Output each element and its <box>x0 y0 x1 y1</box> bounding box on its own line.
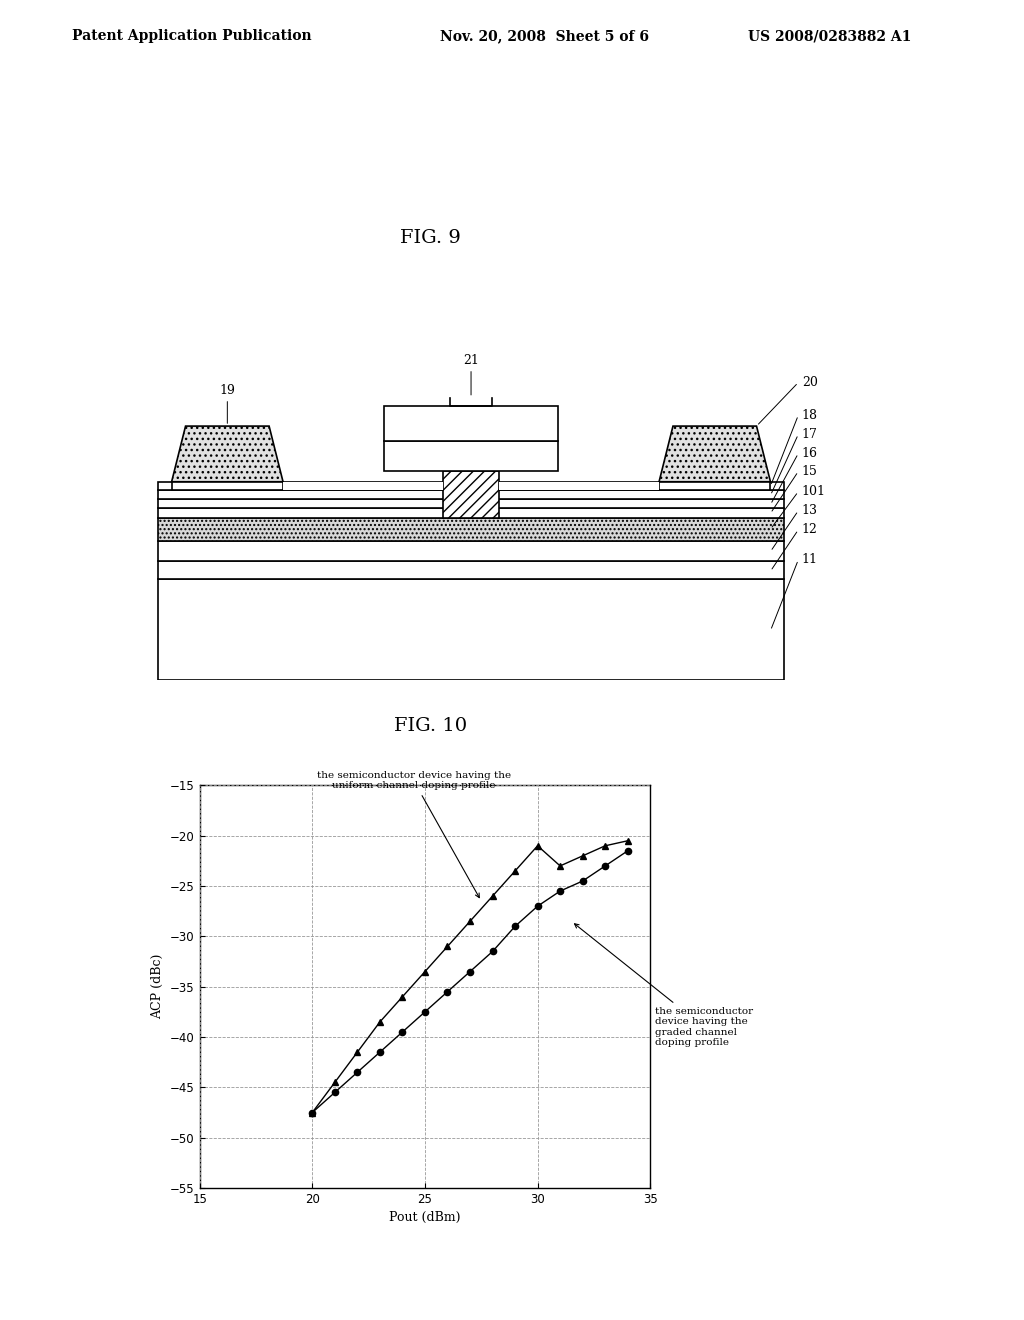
Bar <box>172 482 283 490</box>
Y-axis label: ACP (dBc): ACP (dBc) <box>152 954 165 1019</box>
Bar <box>384 407 558 441</box>
Text: Patent Application Publication: Patent Application Publication <box>72 29 311 44</box>
Text: 20: 20 <box>802 376 818 389</box>
Bar <box>659 482 770 490</box>
Bar <box>158 490 784 499</box>
Text: 17: 17 <box>802 428 818 441</box>
Text: FIG. 10: FIG. 10 <box>393 717 467 735</box>
Text: the semiconductor
device having the
graded channel
doping profile: the semiconductor device having the grad… <box>574 924 753 1047</box>
Polygon shape <box>659 426 770 482</box>
Bar <box>158 541 784 561</box>
Text: Nov. 20, 2008  Sheet 5 of 6: Nov. 20, 2008 Sheet 5 of 6 <box>440 29 649 44</box>
Text: 101: 101 <box>802 484 825 498</box>
Bar <box>158 482 784 490</box>
Bar <box>158 499 784 508</box>
Text: 11: 11 <box>802 553 818 566</box>
Text: 19: 19 <box>219 384 236 397</box>
Bar <box>283 482 443 490</box>
Text: 18: 18 <box>802 409 818 421</box>
Polygon shape <box>172 426 283 482</box>
Bar <box>499 482 659 490</box>
Text: 21: 21 <box>463 354 479 367</box>
Bar <box>158 561 784 579</box>
Bar <box>158 517 784 541</box>
Bar <box>443 471 499 517</box>
Text: FIG. 9: FIG. 9 <box>399 228 461 247</box>
Text: 15: 15 <box>802 465 818 478</box>
Bar <box>158 508 784 517</box>
Bar <box>158 579 784 680</box>
Text: 16: 16 <box>802 447 818 459</box>
Text: the semiconductor device having the
uniform channel doping profile: the semiconductor device having the unif… <box>316 771 511 898</box>
X-axis label: Pout (dBm): Pout (dBm) <box>389 1212 461 1225</box>
Bar <box>384 441 558 471</box>
Text: 13: 13 <box>802 504 818 517</box>
Text: US 2008/0283882 A1: US 2008/0283882 A1 <box>748 29 911 44</box>
Text: 12: 12 <box>802 523 818 536</box>
